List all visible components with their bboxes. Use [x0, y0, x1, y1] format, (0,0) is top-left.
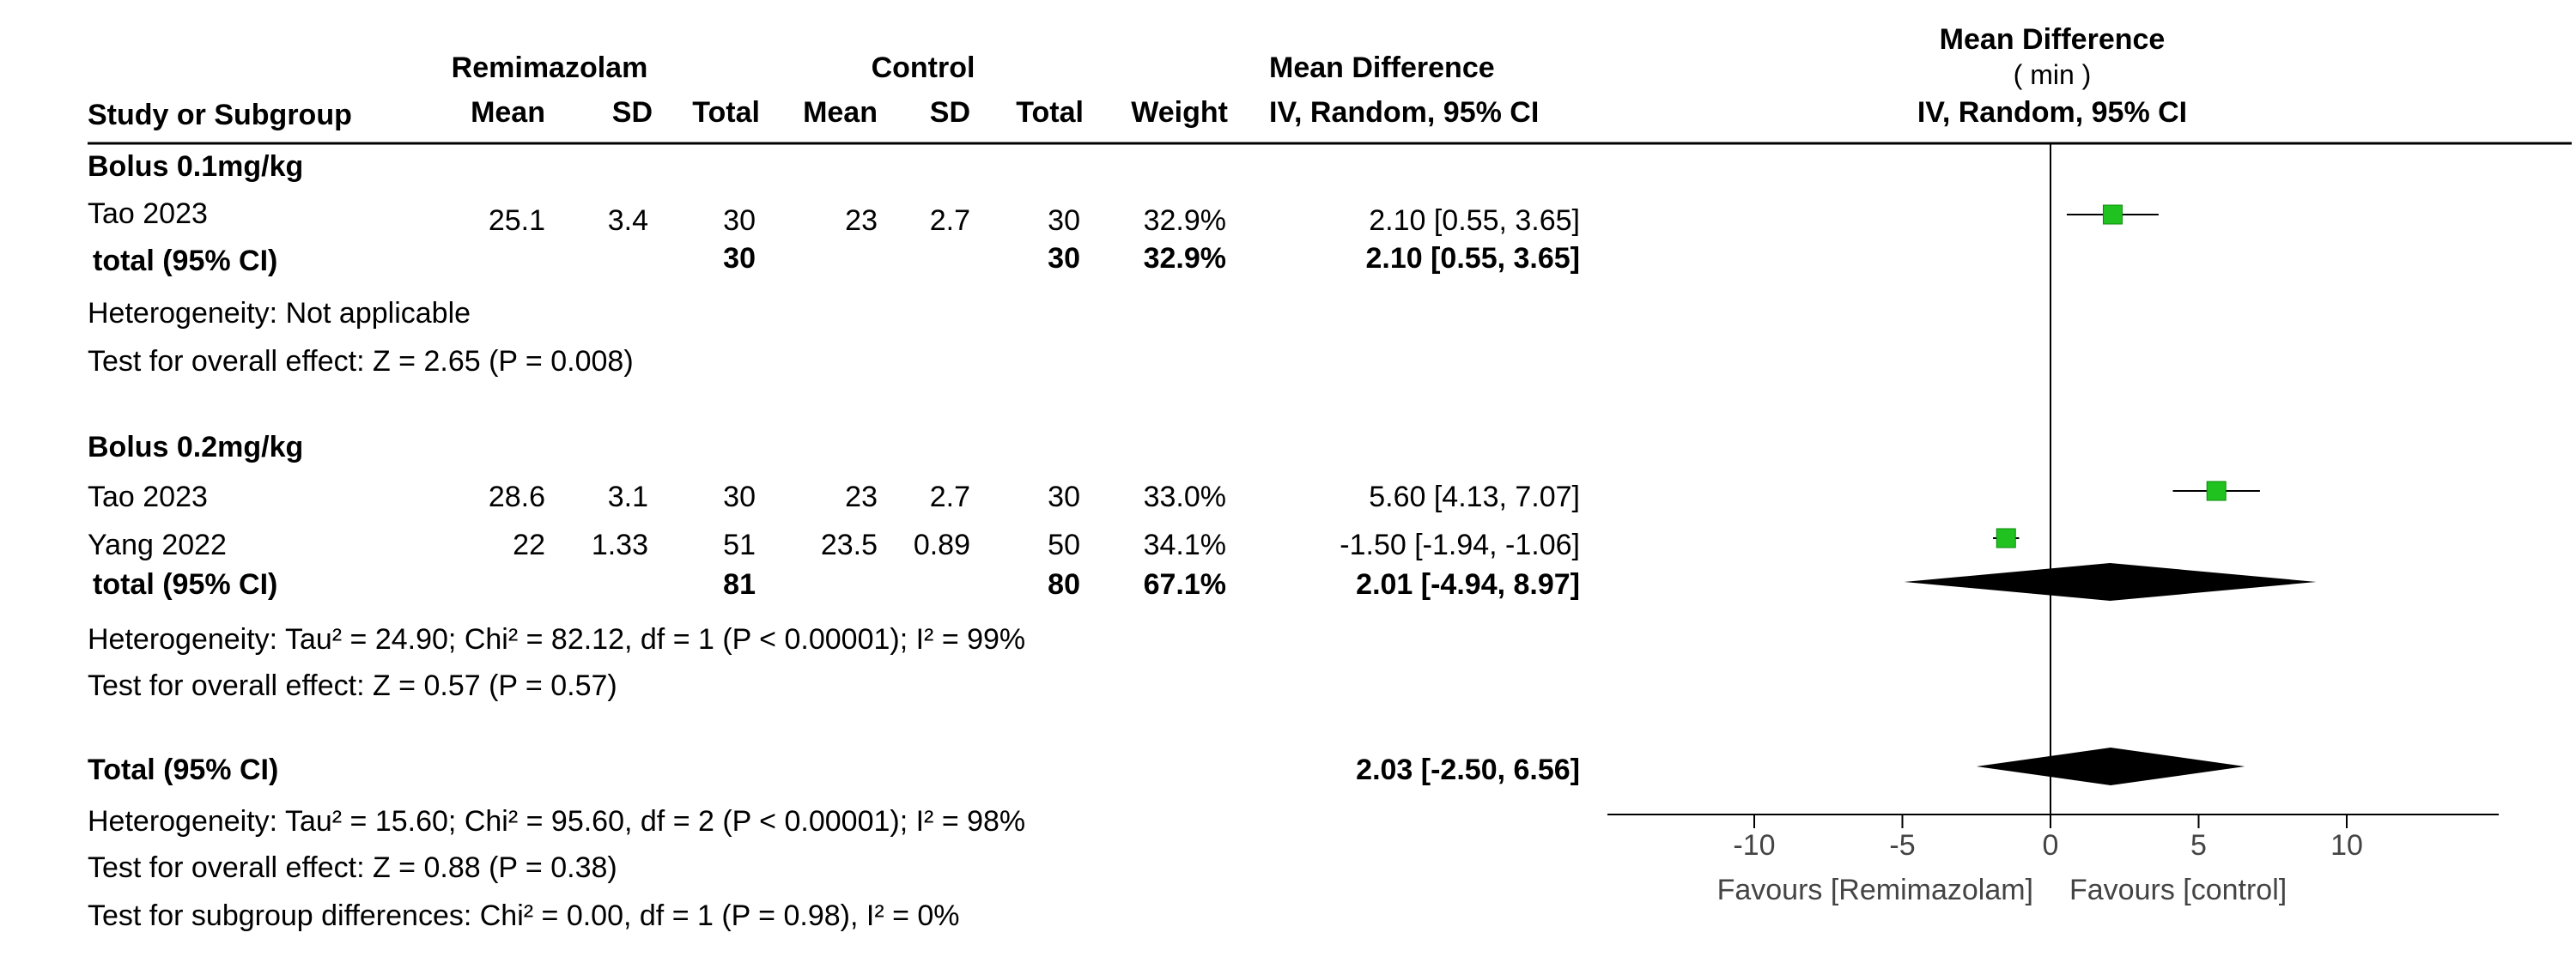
plot-unit: ( min ) — [2014, 59, 2092, 90]
weight-cell: 32.9% — [1144, 204, 1226, 237]
total2-header: Total — [1016, 96, 1084, 129]
study-header: Study or Subgroup — [88, 99, 352, 131]
sd1-cell: 3.1 — [608, 481, 648, 513]
sd2-cell: 0.89 — [914, 529, 970, 561]
subtotal-ci: 2.01 [-4.94, 8.97] — [1356, 568, 1580, 601]
overall-heterogeneity: Heterogeneity: Tau² = 15.60; Chi² = 95.6… — [88, 805, 1025, 838]
subtotal-row: total (95% CI) 30 30 32.9% 2.10 [0.55, 3… — [93, 242, 1580, 277]
forest-graphics: -10 -5 0 5 10 — [1607, 143, 2499, 862]
pooled-diamond — [1976, 748, 2245, 785]
x-tick-label: 0 — [2043, 829, 2059, 862]
overall-label: Total (95% CI) — [88, 754, 278, 786]
subgroup-title: Bolus 0.2mg/kg — [88, 431, 303, 463]
md-method-header: IV, Random, 95% CI — [1269, 96, 1539, 129]
total1-cell: 30 — [723, 481, 756, 513]
subtotal-weight: 67.1% — [1144, 568, 1226, 601]
effect-square — [2102, 204, 2123, 225]
overall-effect-text: Test for overall effect: Z = 0.57 (P = 0… — [88, 669, 617, 702]
sd2-cell: 2.7 — [930, 481, 970, 513]
plot-method: IV, Random, 95% CI — [1917, 96, 2187, 129]
study-name: Yang 2022 — [88, 529, 227, 561]
overall-ci: 2.03 [-2.50, 6.56] — [1356, 754, 1580, 786]
study-row: Tao 2023 28.6 3.1 30 23 2.7 30 33.0% 5.6… — [88, 481, 1580, 513]
subtotal-label: total (95% CI) — [93, 245, 277, 277]
plot-title: Mean Difference — [1940, 23, 2166, 56]
subtotal-total1: 81 — [723, 568, 756, 601]
favours-right-label: Favours [control] — [2069, 874, 2287, 906]
subtotal-label: total (95% CI) — [93, 568, 277, 601]
mean2-cell: 23 — [845, 481, 878, 513]
study-row: Yang 2022 22 1.33 51 23.5 0.89 50 34.1% … — [88, 529, 1580, 561]
effect-square — [1996, 528, 2016, 548]
group1-header: Remimazolam — [452, 51, 648, 84]
mean2-cell: 23.5 — [821, 529, 878, 561]
table-header: Remimazolam Control Mean Difference Mean… — [88, 23, 2187, 131]
subgroup-1: Bolus 0.1mg/kg Tao 2023 25.1 3.4 30 23 2… — [88, 150, 1580, 378]
overall-section: Total (95% CI) 2.03 [-2.50, 6.56] Hetero… — [88, 754, 1580, 932]
mean1-cell: 25.1 — [489, 204, 545, 237]
total2-cell: 30 — [1048, 204, 1080, 237]
mean1-header: Mean — [471, 96, 545, 129]
overall-effect-text: Test for overall effect: Z = 0.88 (P = 0… — [88, 851, 617, 884]
total2-cell: 50 — [1048, 529, 1080, 561]
mean2-header: Mean — [803, 96, 878, 129]
ci-cell: 2.10 [0.55, 3.65] — [1369, 204, 1580, 237]
subtotal-ci: 2.10 [0.55, 3.65] — [1365, 242, 1580, 275]
ci-cell: -1.50 [-1.94, -1.06] — [1340, 529, 1580, 561]
sd1-cell: 1.33 — [592, 529, 648, 561]
mean1-cell: 28.6 — [489, 481, 545, 513]
sd1-cell: 3.4 — [608, 204, 648, 237]
md-header-top: Mean Difference — [1269, 51, 1495, 84]
subgroup-title: Bolus 0.1mg/kg — [88, 150, 303, 183]
weight-cell: 34.1% — [1144, 529, 1226, 561]
total1-header: Total — [692, 96, 760, 129]
heterogeneity-text: Heterogeneity: Tau² = 24.90; Chi² = 82.1… — [88, 623, 1025, 656]
ci-cell: 5.60 [4.13, 7.07] — [1369, 481, 1580, 513]
sd2-cell: 2.7 — [930, 204, 970, 237]
mean2-cell: 23 — [845, 204, 878, 237]
group2-header: Control — [872, 51, 975, 84]
total2-cell: 30 — [1048, 481, 1080, 513]
total1-cell: 51 — [723, 529, 756, 561]
x-tick-label: -10 — [1733, 829, 1775, 862]
favours-left-label: Favours [Remimazolam] — [1717, 874, 2033, 906]
mean1-cell: 22 — [513, 529, 545, 561]
weight-header: Weight — [1131, 96, 1228, 129]
weight-cell: 33.0% — [1144, 481, 1226, 513]
subgroup-2: Bolus 0.2mg/kg Tao 2023 28.6 3.1 30 23 2… — [88, 431, 1580, 702]
subtotal-total2: 80 — [1048, 568, 1080, 601]
study-name: Tao 2023 — [88, 197, 208, 230]
heterogeneity-text: Heterogeneity: Not applicable — [88, 297, 471, 330]
x-tick-label: -5 — [1889, 829, 1915, 862]
study-name: Tao 2023 — [88, 481, 208, 513]
subtotal-total2: 30 — [1048, 242, 1080, 275]
subgroup-differences-text: Test for subgroup differences: Chi² = 0.… — [88, 899, 960, 932]
study-row: Tao 2023 25.1 3.4 30 23 2.7 30 32.9% 2.1… — [88, 197, 1580, 237]
subtotal-weight: 32.9% — [1144, 242, 1226, 275]
subtotal-total1: 30 — [723, 242, 756, 275]
subtotal-row: total (95% CI) 81 80 67.1% 2.01 [-4.94, … — [93, 568, 1580, 601]
sd2-header: SD — [930, 96, 970, 129]
effect-square — [2206, 481, 2227, 501]
overall-effect-text: Test for overall effect: Z = 2.65 (P = 0… — [88, 345, 634, 378]
x-tick-label: 5 — [2190, 829, 2207, 862]
x-tick-label: 10 — [2330, 829, 2363, 862]
pooled-diamond — [1904, 563, 2317, 601]
total1-cell: 30 — [723, 204, 756, 237]
sd1-header: SD — [612, 96, 653, 129]
